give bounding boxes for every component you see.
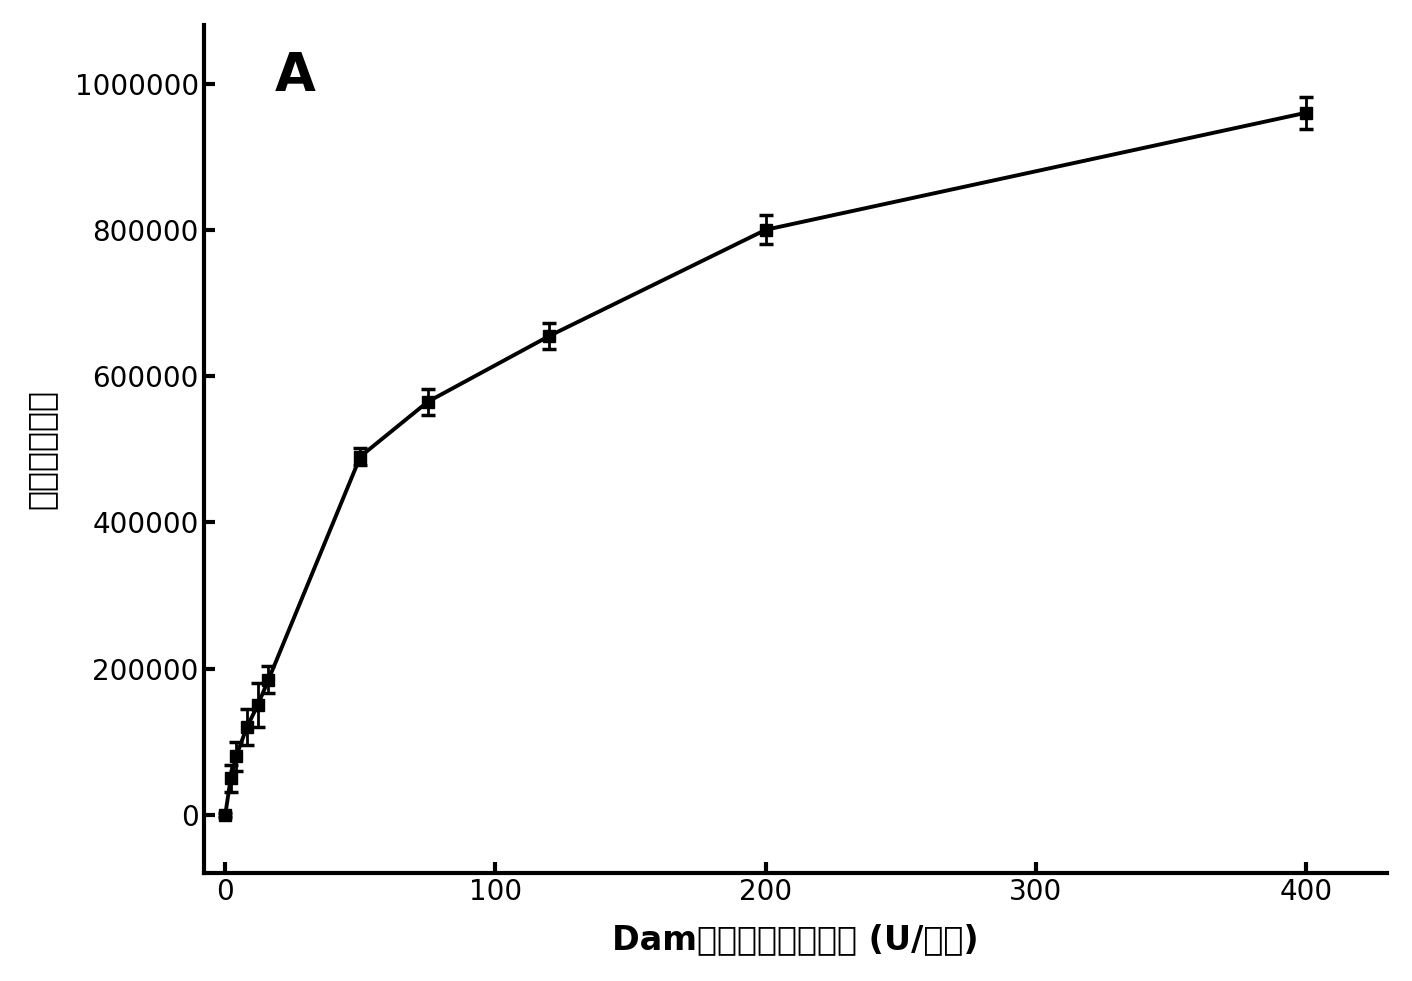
Y-axis label: 化学发光强度: 化学发光强度: [25, 389, 58, 509]
Text: A: A: [275, 50, 315, 102]
X-axis label: Dam甲基转移酶的浓度 (U/毫升): Dam甲基转移酶的浓度 (U/毫升): [611, 923, 979, 956]
